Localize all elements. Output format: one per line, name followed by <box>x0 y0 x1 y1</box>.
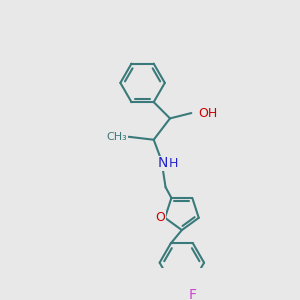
Text: O: O <box>156 211 165 224</box>
Text: OH: OH <box>199 106 218 120</box>
Text: CH₃: CH₃ <box>106 132 127 142</box>
Text: N: N <box>158 156 168 170</box>
Text: H: H <box>168 157 178 170</box>
Text: F: F <box>189 288 197 300</box>
